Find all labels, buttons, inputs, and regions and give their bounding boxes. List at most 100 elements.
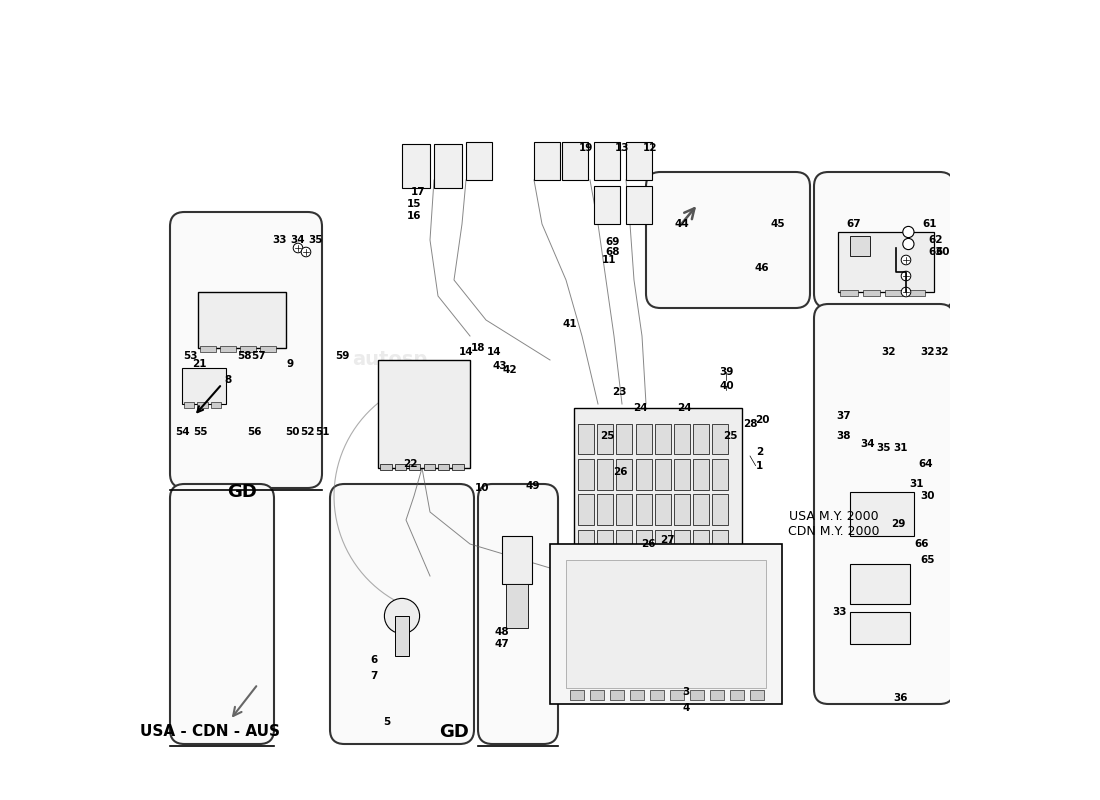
Bar	[650, 690, 664, 700]
Text: 18: 18	[471, 343, 485, 353]
FancyBboxPatch shape	[170, 484, 274, 744]
Text: 24: 24	[678, 403, 692, 413]
Text: 26: 26	[613, 467, 628, 477]
Text: 22: 22	[403, 459, 417, 469]
Text: 9: 9	[286, 359, 294, 369]
Text: 12: 12	[642, 143, 658, 153]
FancyBboxPatch shape	[170, 212, 322, 488]
Bar	[616, 459, 632, 490]
Text: 26: 26	[641, 539, 656, 549]
Text: 1: 1	[756, 461, 763, 470]
Bar	[626, 186, 651, 224]
Text: 14: 14	[459, 347, 473, 357]
Bar	[713, 424, 728, 454]
Bar	[434, 144, 462, 188]
Text: 47: 47	[495, 639, 509, 649]
Bar	[840, 290, 858, 296]
Text: 40: 40	[719, 381, 734, 390]
Bar	[506, 584, 528, 628]
Bar	[886, 290, 903, 296]
Text: 14: 14	[486, 347, 502, 357]
Circle shape	[384, 598, 419, 634]
Bar	[850, 564, 910, 604]
Bar	[730, 690, 745, 700]
Text: 34: 34	[290, 235, 306, 245]
Bar	[838, 232, 934, 292]
Bar	[630, 690, 645, 700]
Bar	[198, 292, 286, 348]
Text: 39: 39	[719, 367, 734, 377]
Bar	[424, 464, 434, 470]
Text: autosp: autosp	[352, 350, 428, 370]
Bar	[409, 464, 420, 470]
Bar	[610, 690, 625, 700]
Bar	[693, 459, 710, 490]
Bar	[636, 530, 651, 560]
Text: 56: 56	[246, 427, 262, 437]
Bar	[395, 616, 409, 656]
Bar	[381, 464, 392, 470]
Bar	[220, 346, 235, 352]
Circle shape	[903, 226, 914, 238]
Text: GD: GD	[227, 483, 257, 501]
Text: 57: 57	[252, 351, 266, 361]
FancyBboxPatch shape	[814, 304, 954, 704]
Bar	[466, 142, 492, 180]
Bar	[693, 424, 710, 454]
Text: 31: 31	[893, 443, 907, 453]
FancyBboxPatch shape	[478, 484, 558, 744]
Bar	[626, 142, 651, 180]
Text: 42: 42	[503, 365, 517, 374]
Text: 33: 33	[273, 235, 287, 245]
Text: 38: 38	[836, 431, 851, 441]
Circle shape	[301, 247, 311, 257]
Bar	[402, 144, 430, 188]
Text: GD: GD	[439, 723, 469, 741]
Bar	[378, 360, 470, 468]
Text: 49: 49	[525, 481, 540, 490]
Bar	[570, 690, 584, 700]
Bar	[654, 424, 671, 454]
Text: 41: 41	[563, 319, 578, 329]
Text: 45: 45	[771, 219, 785, 229]
Bar	[578, 530, 594, 560]
Text: USA M.Y. 2000
CDN M.Y. 2000: USA M.Y. 2000 CDN M.Y. 2000	[789, 510, 880, 538]
Bar	[438, 464, 449, 470]
Bar	[750, 690, 764, 700]
Text: 21: 21	[192, 359, 207, 369]
Bar	[693, 530, 710, 560]
Circle shape	[901, 255, 911, 265]
Bar	[850, 492, 914, 536]
Bar	[636, 459, 651, 490]
Text: 66: 66	[915, 539, 930, 549]
Text: 46: 46	[755, 263, 769, 273]
Bar	[260, 346, 276, 352]
Bar	[636, 424, 651, 454]
Text: autosp: autosp	[481, 598, 556, 618]
Bar	[597, 459, 613, 490]
Bar	[550, 544, 782, 704]
Text: 55: 55	[194, 427, 208, 437]
Text: autosp: autosp	[840, 486, 915, 506]
FancyBboxPatch shape	[814, 172, 954, 308]
Text: 34: 34	[860, 439, 875, 449]
Text: 27: 27	[660, 535, 675, 545]
Text: 28: 28	[742, 419, 757, 429]
Text: 32: 32	[881, 347, 895, 357]
Text: 43: 43	[493, 362, 507, 371]
Bar	[562, 142, 587, 180]
Bar	[574, 408, 743, 564]
Bar	[654, 459, 671, 490]
Bar	[578, 459, 594, 490]
Text: 25: 25	[601, 431, 615, 441]
Bar	[578, 424, 594, 454]
Text: USA - CDN - AUS: USA - CDN - AUS	[140, 725, 280, 739]
Text: 59: 59	[334, 351, 349, 361]
Text: 35: 35	[877, 443, 891, 453]
Text: autosp: autosp	[672, 566, 748, 586]
Text: 16: 16	[407, 211, 421, 221]
Bar	[211, 402, 221, 408]
Bar	[674, 494, 690, 525]
Text: 11: 11	[602, 255, 616, 265]
Text: 31: 31	[909, 479, 924, 489]
